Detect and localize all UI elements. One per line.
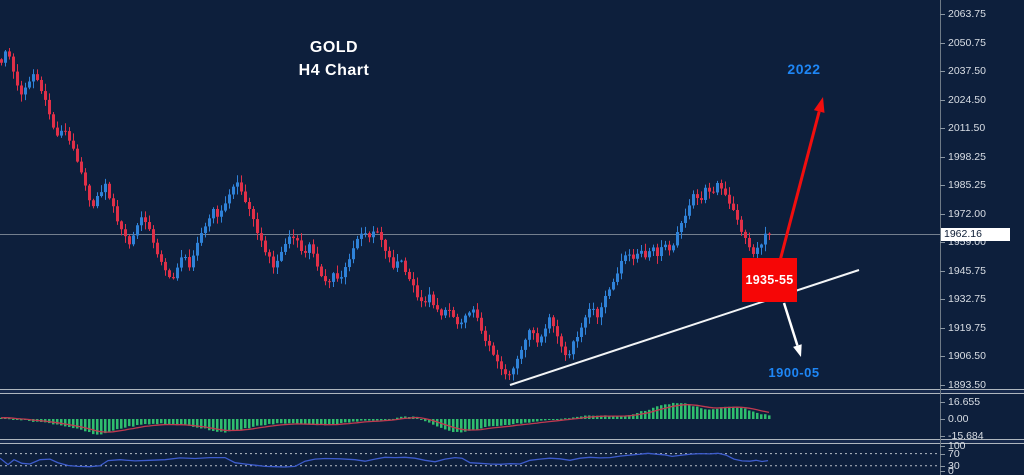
rsi-axis-label: 70: [948, 447, 960, 460]
price-axis-label: 2024.50: [948, 93, 986, 106]
axis-tick: [940, 213, 945, 215]
price-axis-label: 2050.75: [948, 36, 986, 49]
price-axis-label: 2011.50: [948, 122, 986, 134]
price-axis-label: 1906.50: [948, 350, 986, 362]
candles: [0, 48, 771, 381]
axis-tick: [940, 356, 945, 357]
axis-tick: [940, 465, 945, 467]
rsi-panel: [0, 452, 940, 468]
axis-tick: [940, 99, 945, 101]
price-axis-label: 2063.75: [948, 8, 986, 20]
axis-tick: [940, 453, 945, 455]
axis-tick: [940, 446, 945, 447]
supply-zone-box[interactable]: 1935-55: [742, 258, 797, 302]
chart-title: GOLD H4 Chart: [299, 36, 370, 82]
macd-panel: [0, 402, 771, 435]
macd-axis-label: 16.655: [948, 396, 981, 408]
supply-zone-label: 1935-55: [745, 273, 794, 287]
price-axis-label: 1985.25: [948, 179, 986, 191]
rsi-line: [0, 452, 769, 468]
axis-tick: [940, 299, 945, 300]
price-axis-label: 1919.75: [948, 321, 986, 334]
macd-signal-line: [0, 404, 770, 433]
axis-tick: [940, 42, 945, 44]
macd-axis-label: -15.684: [948, 430, 984, 442]
price-axis-label: 1932.75: [948, 293, 986, 305]
target-up-annotation[interactable]: 2022: [787, 61, 821, 77]
axis-tick: [940, 402, 945, 403]
rsi-axis-label: 0: [948, 465, 954, 475]
bearish-projection-arrow[interactable]: [782, 302, 802, 357]
axis-tick: [940, 471, 945, 472]
axis-tick: [940, 242, 945, 243]
axis-tick: [940, 71, 945, 72]
target-down-annotation[interactable]: 1900-05: [768, 365, 820, 380]
price-axis-label: 1998.25: [948, 150, 986, 163]
price-axis-label: 1893.50: [948, 378, 986, 391]
axis-tick: [940, 327, 945, 329]
axis-tick: [940, 14, 945, 15]
rsi-axis-label: 30: [948, 459, 960, 472]
axis-tick: [940, 185, 945, 186]
macd-axis-label: 0.00: [948, 413, 969, 425]
current-price-tag: 1962.16: [941, 228, 1010, 241]
panel-separator-main-macd[interactable]: [0, 389, 1024, 394]
axis-tick: [940, 270, 945, 272]
instrument-name: GOLD: [309, 39, 359, 56]
price-axis-label: 1945.75: [948, 264, 986, 277]
current-price-value: 1962.16: [944, 228, 982, 240]
price-axis-border: [940, 0, 941, 475]
price-axis-label: 2037.50: [948, 65, 986, 77]
axis-tick: [940, 128, 945, 129]
panel-separator-macd-rsi[interactable]: [0, 439, 1024, 444]
axis-tick: [940, 384, 945, 386]
macd-histogram: [0, 402, 771, 435]
main-chart-area: [0, 48, 940, 386]
support-trendline[interactable]: [509, 269, 860, 386]
timeframe-label: H4 Chart: [298, 62, 370, 79]
axis-tick: [940, 156, 945, 158]
price-axis-label: 1972.00: [948, 207, 986, 220]
rsi-axis-label: 100: [948, 440, 966, 452]
axis-tick: [940, 419, 945, 420]
axis-tick: [940, 436, 945, 437]
